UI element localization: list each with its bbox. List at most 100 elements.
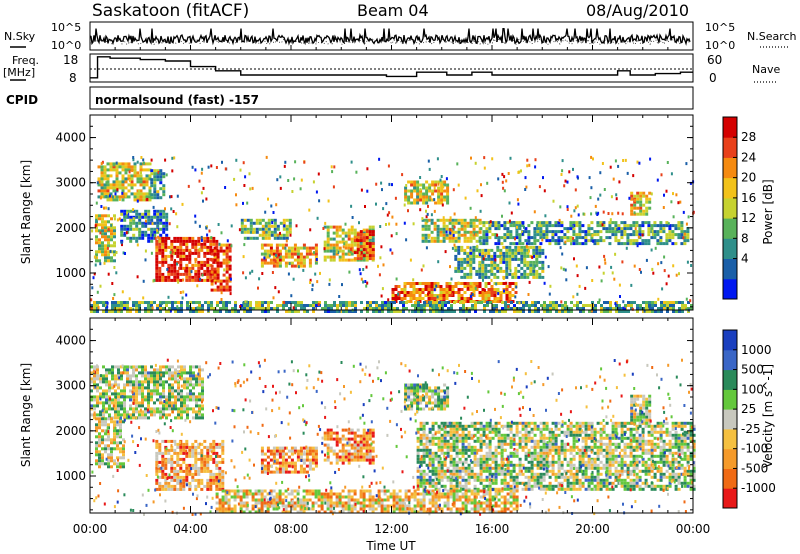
velocity-range-gate-cell: [102, 377, 105, 381]
power-range-gate-cell: [188, 236, 192, 240]
power-range-gate-cell: [212, 260, 216, 264]
power-range-gate-cell: [534, 304, 537, 307]
power-range-gate-cell: [460, 221, 464, 225]
power-range-gate-cell: [206, 275, 210, 279]
power-range-gate-cell: [170, 245, 174, 249]
power-range-gate-cell: [494, 227, 498, 231]
power-range-gate-cell: [616, 227, 619, 231]
power-range-gate-cell: [249, 236, 253, 240]
velocity-range-gate-cell: [162, 410, 165, 414]
power-range-gate-cell: [169, 250, 172, 254]
velocity-range-gate-cell: [290, 458, 294, 462]
power-range-gate-cell: [662, 230, 666, 234]
power-range-gate-cell: [161, 275, 165, 279]
power-range-gate-cell: [451, 221, 455, 225]
power-range-gate-cell: [135, 224, 139, 228]
velocity-range-gate-cell: [302, 458, 306, 462]
velocity-range-gate-cell: [161, 487, 165, 491]
power-range-gate-cell: [103, 171, 107, 175]
velocity-range-gate-cell: [422, 469, 426, 473]
power-range-gate-cell: [483, 166, 486, 170]
power-range-gate-cell: [604, 261, 607, 265]
power-range-gate-cell: [663, 269, 666, 273]
power-range-gate-cell: [258, 307, 261, 310]
freq-label-line2: [MHz]: [3, 66, 35, 79]
power-range-gate-cell: [209, 242, 213, 246]
velocity-range-gate-cell: [174, 395, 177, 399]
velocity-range-gate-cell: [410, 392, 414, 396]
power-range-gate-cell: [123, 307, 126, 310]
power-range-gate-cell: [614, 159, 617, 163]
power-range-gate-cell: [326, 237, 330, 241]
power-range-gate-cell: [442, 239, 446, 243]
velocity-range-gate-cell: [215, 466, 219, 470]
power-range-gate-cell: [147, 233, 151, 237]
power-range-gate-cell: [139, 168, 143, 172]
power-range-gate-cell: [348, 253, 351, 256]
power-range-gate-cell: [228, 288, 232, 292]
velocity-range-gate-cell: [314, 446, 318, 450]
velocity-range-gate-cell: [416, 478, 420, 482]
velocity-range-gate-cell: [326, 428, 330, 432]
velocity-range-gate-cell: [192, 386, 195, 390]
power-range-gate-cell: [328, 278, 331, 282]
velocity-range-gate-cell: [168, 407, 171, 411]
power-range-gate-cell: [173, 245, 177, 249]
power-range-gate-cell: [147, 215, 151, 219]
power-range-gate-cell: [271, 271, 274, 274]
power-range-gate-cell: [667, 222, 670, 226]
power-range-gate-cell: [297, 265, 300, 269]
power-range-gate-cell: [303, 307, 306, 310]
power-range-gate-cell: [282, 221, 286, 225]
power-range-gate-cell: [648, 200, 652, 204]
velocity-range-gate-cell: [144, 413, 147, 417]
velocity-range-gate-cell: [212, 445, 216, 449]
velocity-range-gate-cell: [96, 404, 99, 408]
power-range-gate-cell: [371, 254, 375, 258]
velocity-range-gate-cell: [164, 472, 168, 476]
power-range-gate-cell: [485, 239, 489, 243]
power-range-gate-cell: [388, 182, 391, 186]
power-range-gate-cell: [136, 192, 140, 196]
velocity-range-gate-cell: [344, 443, 348, 447]
power-range-gate-cell: [536, 230, 540, 234]
power-range-gate-cell: [554, 230, 558, 234]
power-range-gate-cell: [354, 304, 357, 307]
power-range-gate-cell: [285, 233, 289, 237]
velocity-range-gate-cell: [105, 380, 108, 384]
power-range-gate-cell: [225, 310, 228, 313]
velocity-range-gate-cell: [177, 413, 180, 417]
power-range-gate-cell: [503, 175, 506, 179]
power-range-gate-cell: [425, 201, 429, 205]
power-range-gate-cell: [368, 254, 372, 258]
velocity-range-gate-cell: [104, 423, 107, 427]
power-range-gate-cell: [200, 260, 204, 264]
power-range-gate-cell: [614, 236, 618, 240]
velocity-range-gate-cell: [416, 398, 420, 402]
power-range-gate-cell: [350, 252, 354, 256]
velocity-range-gate-cell: [155, 439, 159, 443]
power-range-gate-cell: [541, 275, 545, 279]
power-range-gate-cell: [565, 278, 568, 282]
power-range-gate-cell: [138, 236, 142, 240]
velocity-range-gate-cell: [201, 392, 204, 396]
velocity-range-gate-cell: [155, 466, 159, 470]
power-range-gate-cell: [348, 304, 351, 307]
power-range-gate-cell: [495, 304, 498, 307]
power-range-gate-cell: [656, 239, 660, 243]
power-range-gate-cell: [249, 221, 253, 225]
velocity-range-gate-cell: [155, 481, 159, 485]
power-range-gate-cell: [359, 230, 363, 234]
power-range-gate-cell: [141, 301, 144, 304]
velocity-range-gate-cell: [186, 377, 189, 381]
sky-noise-label: N.Sky: [4, 30, 36, 43]
power-range-gate-cell: [233, 177, 236, 181]
power-range-gate-cell: [668, 236, 672, 240]
power-range-gate-cell: [106, 183, 110, 187]
velocity-range-gate-cell: [110, 465, 113, 469]
power-range-gate-cell: [446, 189, 450, 193]
power-range-gate-cell: [387, 307, 390, 310]
power-range-gate-cell: [687, 307, 690, 310]
power-range-gate-cell: [124, 177, 128, 181]
power-range-gate-cell: [534, 310, 537, 313]
